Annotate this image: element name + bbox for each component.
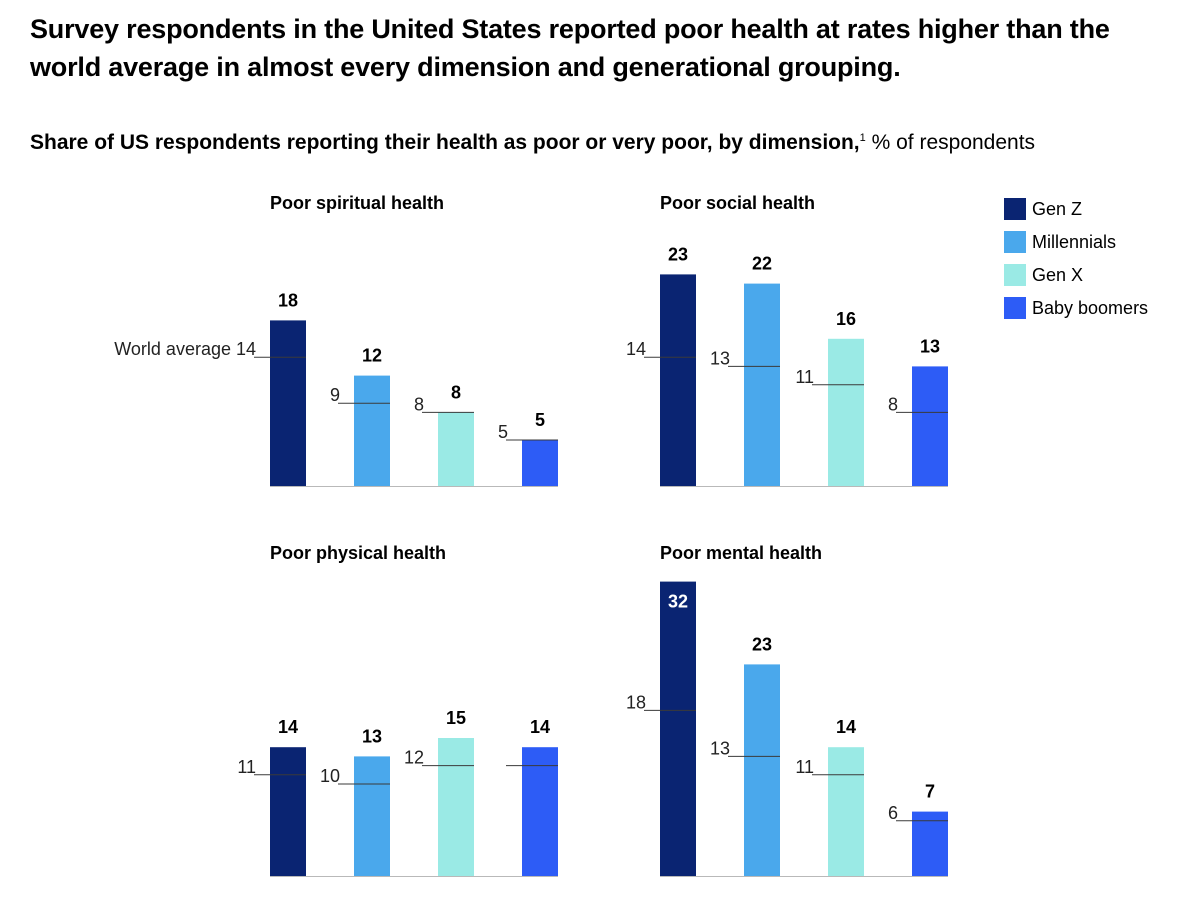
chart-subtitle: Share of US respondents reporting their … bbox=[30, 128, 1180, 158]
bar-poor-social-health-millennials bbox=[744, 283, 780, 486]
world-average-label-poor-mental-health-gen-x: 11 bbox=[795, 757, 814, 777]
data-label-poor-mental-health-gen-x: 14 bbox=[836, 717, 856, 737]
data-label-poor-physical-health-gen-z: 14 bbox=[278, 717, 298, 737]
data-label-poor-spiritual-health-baby-boomers: 5 bbox=[535, 410, 545, 430]
bar-poor-social-health-baby-boomers bbox=[912, 366, 948, 486]
data-label-poor-social-health-gen-z: 23 bbox=[668, 244, 688, 264]
world-average-label-poor-social-health-millennials: 13 bbox=[710, 348, 730, 368]
world-average-label-poor-spiritual-health-baby-boomers: 5 bbox=[498, 422, 508, 442]
legend-label: Gen X bbox=[1032, 264, 1084, 285]
bar-poor-spiritual-health-gen-x bbox=[438, 412, 474, 486]
legend-item-millennials: Millennials bbox=[1004, 225, 1148, 258]
world-average-label-poor-social-health-gen-x: 11 bbox=[795, 367, 814, 387]
data-label-poor-spiritual-health-gen-x: 8 bbox=[451, 382, 461, 402]
panel-title-poor-spiritual-health: Poor spiritual health bbox=[270, 193, 444, 213]
chart-headline: Survey respondents in the United States … bbox=[30, 14, 1110, 82]
data-label-poor-mental-health-baby-boomers: 7 bbox=[925, 782, 935, 802]
legend-item-baby-boomers: Baby boomers bbox=[1004, 291, 1148, 324]
data-label-poor-social-health-baby-boomers: 13 bbox=[920, 336, 940, 356]
subtitle-unit: % of respondents bbox=[865, 131, 1036, 154]
world-average-label-poor-physical-health-millennials: 10 bbox=[320, 766, 340, 786]
bar-poor-physical-health-baby-boomers bbox=[522, 747, 558, 876]
legend-swatch bbox=[1004, 263, 1026, 286]
bar-poor-social-health-gen-x bbox=[828, 338, 864, 486]
legend-label: Baby boomers bbox=[1032, 297, 1149, 318]
world-average-label-poor-physical-health-gen-x: 12 bbox=[404, 748, 424, 768]
data-label-poor-social-health-millennials: 22 bbox=[752, 254, 772, 274]
world-average-label-poor-mental-health-millennials: 13 bbox=[710, 738, 730, 758]
legend-swatch bbox=[1004, 230, 1026, 253]
legend-label: Millennials bbox=[1032, 231, 1117, 252]
legend-swatch bbox=[1004, 296, 1026, 319]
bar-poor-physical-health-gen-x bbox=[438, 738, 474, 876]
subtitle-bold: Share of US respondents reporting their … bbox=[30, 131, 860, 154]
legend-item-gen-z: Gen Z bbox=[1004, 192, 1148, 225]
world-average-label-poor-spiritual-health-gen-z: World average 14 bbox=[114, 339, 256, 359]
world-average-label-poor-social-health-baby-boomers: 8 bbox=[888, 394, 898, 414]
legend-item-gen-x: Gen X bbox=[1004, 258, 1148, 291]
world-average-label-poor-spiritual-health-gen-x: 8 bbox=[414, 394, 424, 414]
bar-poor-mental-health-baby-boomers bbox=[912, 811, 948, 876]
data-label-poor-spiritual-health-gen-z: 18 bbox=[278, 290, 298, 310]
world-average-label-poor-mental-health-gen-z: 18 bbox=[626, 692, 646, 712]
bar-poor-mental-health-gen-z bbox=[660, 581, 696, 876]
bar-poor-physical-health-millennials bbox=[354, 756, 390, 876]
panel-title-poor-social-health: Poor social health bbox=[660, 193, 815, 213]
world-average-label-poor-mental-health-baby-boomers: 6 bbox=[888, 803, 898, 823]
data-label-poor-spiritual-health-millennials: 12 bbox=[362, 346, 382, 366]
bar-poor-spiritual-health-millennials bbox=[354, 375, 390, 486]
world-average-label-poor-social-health-gen-z: 14 bbox=[626, 339, 646, 359]
world-average-label-poor-physical-health-gen-z: 11 bbox=[237, 757, 256, 777]
bar-poor-mental-health-gen-x bbox=[828, 747, 864, 876]
legend-swatch bbox=[1004, 197, 1026, 220]
bar-poor-social-health-gen-z bbox=[660, 274, 696, 486]
data-label-poor-social-health-gen-x: 16 bbox=[836, 309, 856, 329]
panel-title-poor-mental-health: Poor mental health bbox=[660, 543, 822, 563]
bar-poor-spiritual-health-gen-z bbox=[270, 320, 306, 486]
world-average-label-poor-spiritual-health-millennials: 9 bbox=[330, 385, 340, 405]
legend-label: Gen Z bbox=[1032, 198, 1083, 219]
legend: Gen Z Millennials Gen X Baby boomers bbox=[1004, 192, 1148, 324]
data-label-poor-physical-health-gen-x: 15 bbox=[446, 708, 466, 728]
data-label-poor-mental-health-gen-z: 32 bbox=[668, 592, 688, 612]
bar-poor-spiritual-health-baby-boomers bbox=[522, 440, 558, 486]
panel-title-poor-physical-health: Poor physical health bbox=[270, 543, 446, 563]
data-label-poor-physical-health-baby-boomers: 14 bbox=[530, 717, 550, 737]
data-label-poor-mental-health-millennials: 23 bbox=[752, 634, 772, 654]
subtitle-footnote: 1 bbox=[859, 132, 866, 144]
bar-poor-mental-health-millennials bbox=[744, 664, 780, 876]
bar-poor-physical-health-gen-z bbox=[270, 747, 306, 876]
data-label-poor-physical-health-millennials: 13 bbox=[362, 726, 382, 746]
